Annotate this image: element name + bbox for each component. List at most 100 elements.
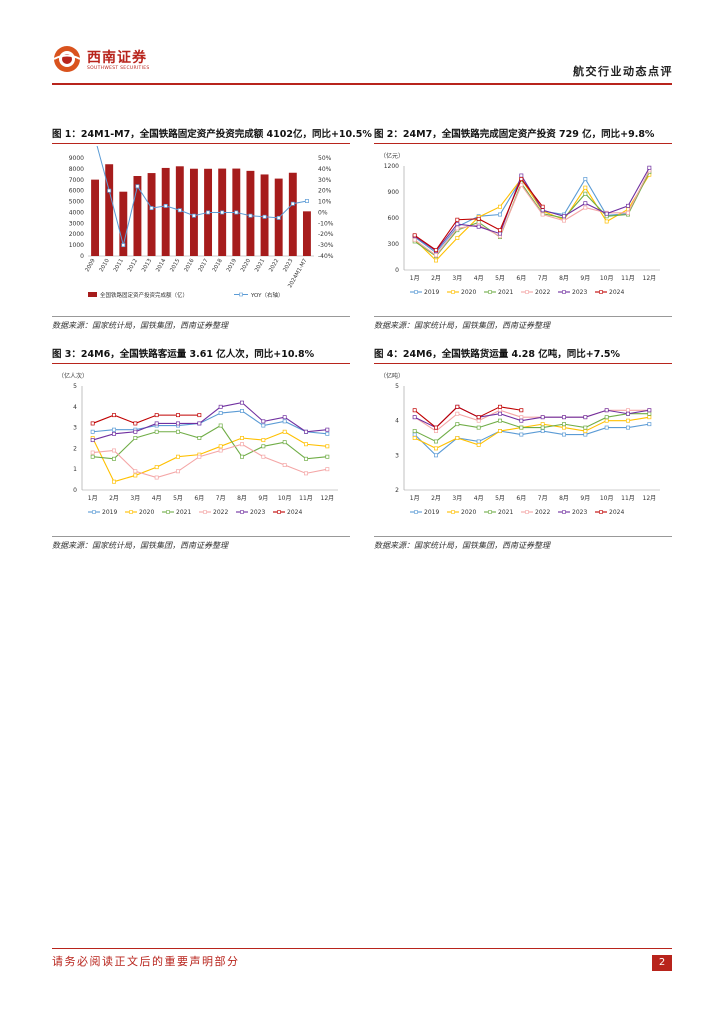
fig4-series-2021-point (540, 425, 545, 430)
fig2-series-2022-point (412, 237, 417, 242)
fig4-series-2024-line (414, 406, 522, 429)
fig3-legend-marker (240, 510, 244, 514)
fig4-chart: （亿吨） 5 4 3 2 1月 2月 3月 4月 5月 6月 7月 8月 9月 10月 11月 12月 2019 2… (380, 372, 660, 516)
fig3-series-2022-point (176, 469, 180, 474)
fig4-series-2021-point (455, 422, 460, 427)
fig4-x-tick: 7月 (538, 495, 548, 502)
fig4-x-tick: 10月 (600, 495, 614, 502)
fig2-series-2022-point (519, 183, 524, 188)
fig4-series-2020-line (414, 416, 650, 450)
fig4-series-2023-point (498, 411, 502, 416)
footer-divider (52, 948, 672, 949)
fig1-y-right-tick: 10% (318, 199, 332, 206)
fig1-y-right-tick: 20% (318, 188, 332, 195)
fig4-x-tick: 3月 (452, 495, 462, 502)
fig3-legend-label: 2022 (213, 509, 228, 516)
fig4-legend-marker (451, 510, 455, 514)
fig4-series-2020-point (604, 418, 609, 423)
fig2-source: 数据来源：国家统计局，国铁集团，西南证券整理 (374, 321, 550, 330)
fig1-yoy-point (177, 208, 182, 213)
fig3-series-2022-point (112, 448, 116, 453)
fig4-series-2024-point (476, 415, 481, 420)
fig3-x-tick: 11月 (299, 495, 313, 502)
fig4-series-2021-point (647, 411, 652, 416)
fig3-series-2019-point (90, 429, 95, 434)
fig2-series-2020-point (434, 258, 438, 263)
fig1-y-left-tick: 7000 (69, 177, 84, 184)
fig2-series-2024-point (498, 228, 502, 233)
fig2-series-2024-point (434, 248, 438, 253)
fig3-series-2023-point (325, 427, 330, 432)
fig3-series-2019-line (92, 410, 328, 435)
fig3-x-tick: 10月 (278, 495, 292, 502)
fig1-y-left-tick: 2000 (69, 231, 84, 238)
fig1-y-left-tick: 4000 (69, 209, 84, 216)
fig1-yoy-point (149, 206, 154, 211)
fig3-series-2024-point (154, 413, 159, 418)
fig1-y-right-tick: -20% (318, 231, 334, 238)
fig3-series-2019-point (240, 409, 244, 413)
logo-icon (53, 46, 81, 72)
fig3-series-2021-point (197, 436, 202, 440)
fig4-unit-label: （亿吨） (380, 372, 404, 380)
fig4-series-2019-point (583, 432, 588, 437)
fig3-series-2022-point (240, 442, 244, 447)
fig2-y-tick: 600 (388, 215, 400, 222)
fig4-series-2023-point (412, 415, 417, 420)
fig4-series-2021-point (604, 415, 609, 420)
fig3-series-2024-point (112, 413, 116, 418)
fig4-series-2024-point (412, 408, 417, 413)
fig2-series-2023-point (498, 231, 502, 236)
fig2-rule (374, 143, 672, 144)
fig1-y-left-tick: 6000 (69, 188, 84, 195)
fig4-legend-marker (562, 510, 566, 514)
fig4-series-2019-point (626, 425, 630, 430)
fig4-series-2020-point (647, 415, 652, 420)
fig3-series-2022-point (133, 469, 138, 474)
fig1-y-left-tick: 8000 (69, 166, 84, 173)
fig2-x-tick: 2月 (431, 275, 441, 282)
fig4-title: 图 4：24M6，全国铁路货运量 4.28 亿吨，同比+7.5% (374, 349, 621, 360)
fig1-x-tick: 2019 (226, 258, 238, 274)
fig3-series-2023-point (112, 431, 116, 436)
fig2-series-2023-point (626, 203, 630, 208)
fig4-x-tick: 12月 (643, 495, 657, 502)
fig3-legend-label: 2019 (102, 509, 117, 516)
fig1-bar (288, 172, 297, 256)
fig2-y-tick: 0 (395, 267, 399, 274)
fig4-series-2020-point (498, 429, 502, 434)
fig4-x-tick: 8月 (559, 495, 569, 502)
fig3-series-2024-line (92, 414, 200, 425)
fig2-x-tick: 8月 (559, 275, 569, 282)
fig1-x-tick: 2015 (169, 258, 181, 274)
fig2-series-2023-point (583, 201, 588, 206)
fig2-legend-marker (451, 290, 455, 294)
footer-notice: 请务必阅读正文后的重要声明部分 (52, 955, 240, 968)
fig4-series-2022-line (414, 409, 650, 432)
fig1-y-left-tick: 5000 (69, 199, 84, 206)
fig1-y-right-tick: -30% (318, 242, 334, 249)
fig3-series-2019-point (325, 431, 330, 436)
fig3-chart: （亿人次） 5 4 3 2 1 0 1月 2月 3月 4月 5月 6月 7月 8月 9月 10月 11月 12月 20… (58, 372, 338, 516)
fig1-y-right-tick: 50% (318, 155, 332, 162)
fig3-x-tick: 5月 (173, 495, 183, 502)
fig4-series-2024-point (434, 425, 438, 430)
fig1-yoy-point (234, 210, 239, 215)
fig3-series-2021-point (133, 436, 138, 440)
fig4-series-2020-point (412, 436, 417, 440)
fig2-legend-label: 2024 (609, 289, 624, 296)
fig3-series-2019-point (218, 411, 223, 415)
fig1-bar (246, 170, 255, 256)
fig1-y-left-tick: 3000 (69, 220, 84, 227)
fig2-x-tick: 1月 (410, 275, 420, 282)
fig2-legend-label: 2021 (498, 289, 513, 296)
fig4-x-tick: 9月 (580, 495, 590, 502)
fig3-series-2021-point (304, 456, 308, 461)
fig2-legend-marker (414, 290, 418, 294)
fig3-series-2020-point (261, 438, 266, 443)
fig1-x-tick: 2021 (254, 258, 266, 273)
fig2-series-2019-point (583, 177, 588, 181)
fig4-series-2019-point (647, 422, 652, 427)
fig3-series-2022-point (325, 467, 330, 472)
brand-name-en: SOUTHWEST SECURITIES (87, 66, 150, 71)
